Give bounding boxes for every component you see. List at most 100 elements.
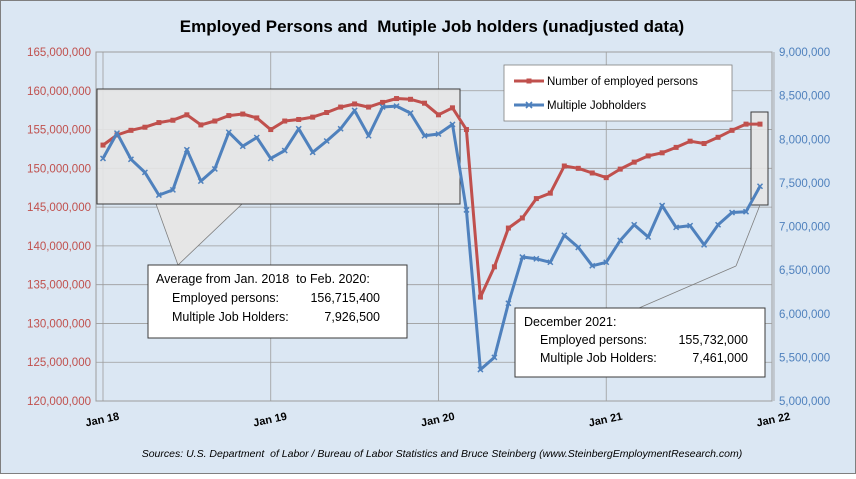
data-point <box>533 196 539 202</box>
data-point <box>170 117 176 123</box>
data-point <box>449 105 455 111</box>
data-point <box>491 264 497 270</box>
data-point <box>99 155 107 162</box>
data-point <box>267 155 274 162</box>
chart-title: Employed Persons and Mutiple Job holders… <box>180 17 684 36</box>
data-point <box>394 96 400 102</box>
data-point <box>617 166 623 172</box>
data-point <box>309 149 316 156</box>
legend-label-employed: Number of employed persons <box>547 76 698 88</box>
data-point <box>141 169 148 176</box>
data-point <box>659 202 666 209</box>
average-employed-label: Employed persons: <box>172 291 279 305</box>
data-point <box>603 259 610 266</box>
left-tick-label: 150,000,000 <box>27 163 91 175</box>
data-point <box>212 118 218 124</box>
right-tick-label: 6,000,000 <box>779 309 830 321</box>
data-point <box>337 125 344 132</box>
data-point <box>421 132 428 139</box>
left-tick-label: 140,000,000 <box>27 241 91 253</box>
data-point <box>561 232 568 239</box>
data-point <box>575 165 581 171</box>
data-point <box>743 121 749 127</box>
right-tick-label: 5,500,000 <box>779 352 830 364</box>
right-tick-label: 6,500,000 <box>779 265 830 277</box>
average-period-box <box>96 88 461 205</box>
december-annotation-title: December 2021: <box>524 315 616 329</box>
data-point <box>128 127 134 133</box>
december-annotation: December 2021: Employed persons: 155,732… <box>514 307 766 378</box>
data-point <box>366 104 372 110</box>
data-point <box>282 118 288 124</box>
data-point <box>239 143 246 150</box>
december-callout-line <box>638 265 737 309</box>
data-point <box>729 209 736 216</box>
data-point <box>365 132 372 139</box>
data-point <box>296 116 302 122</box>
data-point <box>757 121 763 127</box>
data-point <box>253 134 260 141</box>
legend: Number of employed persons Multiple Jobh… <box>503 64 733 122</box>
data-point <box>100 142 106 148</box>
data-point <box>169 186 176 193</box>
data-point <box>211 165 218 172</box>
right-tick-label: 7,500,000 <box>779 178 830 190</box>
data-point <box>561 163 567 169</box>
left-tick-label: 145,000,000 <box>27 202 91 214</box>
right-tick-label: 8,000,000 <box>779 134 830 146</box>
left-y-axis: 120,000,000 125,000,000 130,000,000 135,000… <box>27 47 91 408</box>
data-point <box>463 127 469 133</box>
data-point <box>324 109 330 115</box>
data-point <box>422 100 428 106</box>
data-point <box>673 144 679 150</box>
left-tick-label: 120,000,000 <box>27 396 91 408</box>
average-multiple-value: 7,926,500 <box>324 310 380 324</box>
data-point <box>281 147 288 154</box>
data-point <box>673 224 680 231</box>
december-callout-line-2 <box>735 204 761 267</box>
average-annotation-title: Average from Jan. 2018 to Feb. 2020: <box>156 272 370 286</box>
data-point <box>631 221 638 228</box>
data-point <box>310 114 316 120</box>
series-employed <box>100 96 763 300</box>
data-point <box>295 125 302 132</box>
data-point <box>505 225 511 231</box>
right-tick-label: 5,000,000 <box>779 396 830 408</box>
data-point <box>617 237 624 244</box>
data-point <box>435 112 441 118</box>
series-layer <box>99 96 764 373</box>
data-point <box>631 159 637 165</box>
data-point <box>142 124 148 130</box>
data-point <box>756 183 764 190</box>
data-point <box>156 120 162 126</box>
december-employed-label: Employed persons: <box>540 333 647 347</box>
data-point <box>323 137 330 145</box>
left-tick-label: 135,000,000 <box>27 280 91 292</box>
data-point <box>379 103 386 110</box>
data-point <box>687 222 694 229</box>
data-point <box>407 110 414 117</box>
december-highlight-box <box>750 111 769 206</box>
legend-label-multiple: Multiple Jobholders <box>547 100 646 112</box>
data-point <box>226 113 232 119</box>
data-point <box>715 134 721 140</box>
data-point <box>197 178 204 185</box>
right-tick-label: 8,500,000 <box>779 91 830 103</box>
data-point <box>449 121 456 128</box>
average-employed-value: 156,715,400 <box>310 291 380 305</box>
data-point <box>463 206 470 213</box>
data-point <box>491 354 498 361</box>
data-point <box>380 99 386 105</box>
data-point <box>729 127 735 133</box>
data-point <box>687 138 693 144</box>
data-point <box>701 141 707 147</box>
average-annotation: Average from Jan. 2018 to Feb. 2020: Emp… <box>147 264 408 339</box>
data-point <box>198 122 204 128</box>
data-point <box>393 103 400 110</box>
data-point <box>715 221 722 228</box>
december-multiple-value: 7,461,000 <box>692 351 748 365</box>
data-point <box>435 130 442 138</box>
left-tick-label: 165,000,000 <box>27 47 91 59</box>
